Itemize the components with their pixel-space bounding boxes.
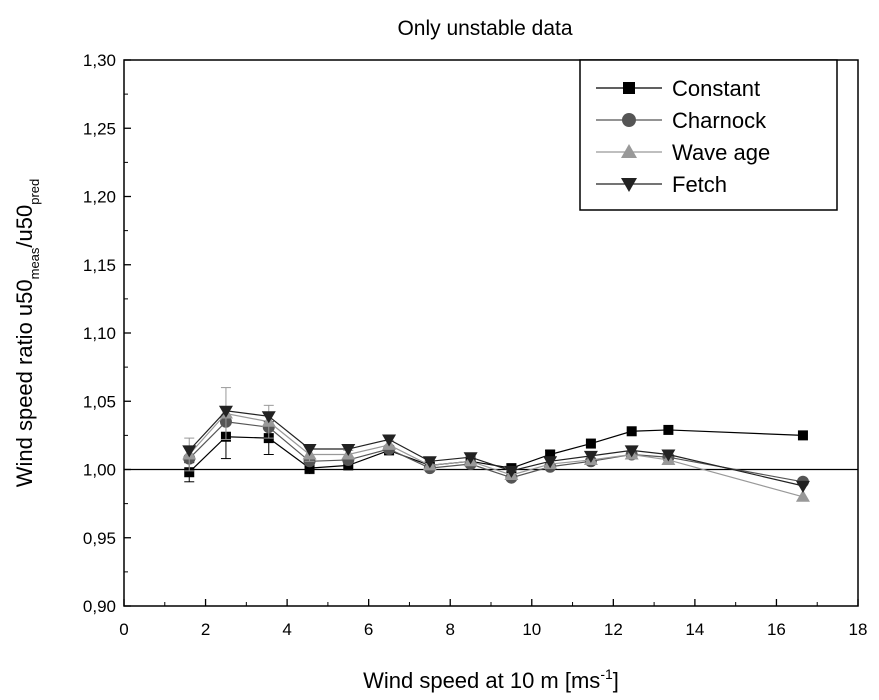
x-tick-label: 18 — [849, 620, 868, 639]
legend-item-charnock: Charnock — [596, 108, 767, 133]
data-point — [341, 444, 356, 457]
legend-item-fetch: Fetch — [596, 172, 727, 197]
data-point — [797, 430, 808, 441]
y-tick-label: 0,90 — [83, 597, 116, 616]
data-point — [585, 438, 596, 449]
data-point — [218, 405, 233, 418]
data-point — [663, 424, 674, 435]
x-tick-label: 0 — [119, 620, 128, 639]
series-line — [188, 410, 804, 487]
data-point — [795, 489, 810, 502]
y-tick-label: 1,30 — [83, 51, 116, 70]
series-wave-age — [182, 387, 810, 502]
data-point — [543, 456, 558, 469]
x-tick-label: 16 — [767, 620, 786, 639]
data-point — [626, 426, 637, 437]
data-point — [504, 465, 519, 478]
y-tick-label: 1,25 — [83, 119, 116, 138]
x-axis-label-sup: -1 — [600, 666, 613, 682]
data-point — [422, 456, 437, 469]
legend-label: Wave age — [672, 140, 770, 165]
x-tick-label: 14 — [685, 620, 704, 639]
series-line — [188, 421, 804, 483]
x-tick-label: 8 — [445, 620, 454, 639]
y-tick-label: 1,05 — [83, 392, 116, 411]
data-point — [182, 445, 197, 458]
x-axis-label: Wind speed at 10 m [ms-1] — [363, 666, 619, 693]
y-axis-label-base: Wind speed ratio u50 — [12, 279, 37, 487]
series-constant — [184, 414, 808, 483]
legend-label: Constant — [672, 76, 760, 101]
legend: Constant Charnock Wave age Fetch — [579, 59, 838, 211]
y-axis-label-mid: /u50 — [12, 205, 37, 248]
chart-title: Only unstable data — [397, 17, 572, 40]
data-point — [545, 449, 556, 460]
y-tick-label: 1,20 — [83, 188, 116, 207]
legend-item-constant: Constant — [596, 76, 760, 101]
y-axis-label-sub2: pred — [27, 179, 42, 205]
legend-label: Fetch — [672, 172, 727, 197]
x-axis: 0 2 4 6 8 10 12 14 16 18 — [119, 599, 867, 639]
legend-marker — [621, 144, 637, 158]
y-tick-label: 1,10 — [83, 324, 116, 343]
series-line — [188, 412, 804, 498]
legend-marker — [623, 82, 635, 94]
data-point — [302, 444, 317, 457]
legend-marker — [622, 113, 636, 127]
data-point — [382, 434, 397, 447]
x-tick-label: 12 — [604, 620, 623, 639]
plot-area — [124, 387, 858, 502]
data-point — [184, 467, 195, 478]
data-point — [661, 449, 676, 462]
y-axis-label-sub1: meas — [27, 247, 42, 279]
legend-marker — [621, 178, 637, 192]
x-tick-label: 2 — [201, 620, 210, 639]
data-point — [795, 480, 810, 493]
x-axis-label-text: Wind speed at 10 m [ms — [363, 668, 600, 693]
data-point — [463, 452, 478, 465]
data-point — [304, 463, 315, 474]
y-tick-label: 0,95 — [83, 529, 116, 548]
legend-box — [579, 59, 838, 211]
x-tick-label: 4 — [282, 620, 291, 639]
y-tick-label: 1,00 — [83, 461, 116, 480]
legend-label: Charnock — [672, 108, 767, 133]
series-fetch — [182, 405, 810, 493]
x-axis-label-close: ] — [613, 668, 619, 693]
x-tick-label: 6 — [364, 620, 373, 639]
data-point — [261, 411, 276, 424]
y-axis-label: Wind speed ratio u50meas/u50pred — [12, 179, 42, 488]
data-point — [624, 445, 639, 458]
legend-item-wave-age: Wave age — [596, 140, 770, 165]
data-point — [583, 450, 598, 463]
y-tick-label: 1,15 — [83, 256, 116, 275]
series-charnock — [183, 415, 809, 488]
x-tick-label: 10 — [522, 620, 541, 639]
y-axis: 0,90 0,95 1,00 1,05 1,10 1,15 1,20 1,25 1,30 — [83, 51, 131, 616]
